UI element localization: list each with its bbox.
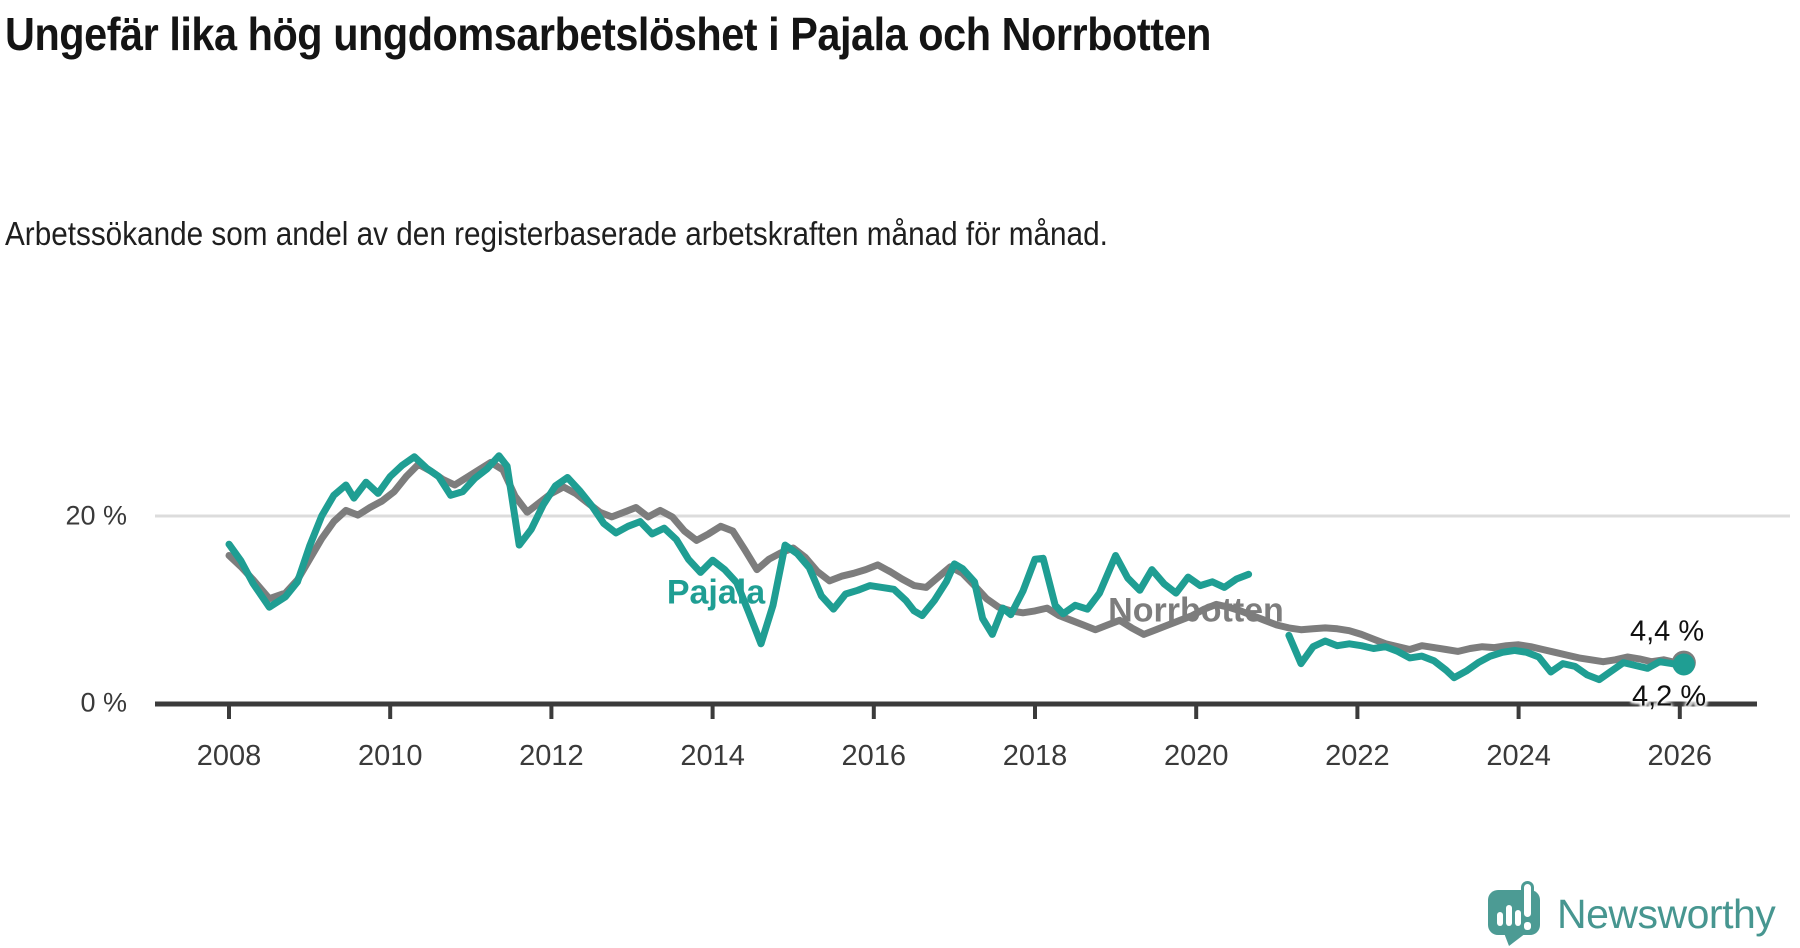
logo-wordmark: Newsworthy [1557,891,1776,937]
x-tick-label: 2020 [1164,740,1229,772]
x-tick-label: 2008 [197,740,262,772]
end-value-label-norrbotten: 4,4 % [1630,615,1705,648]
logo-bar-chart-bar [1515,910,1521,926]
logo-speech-bubble-tail [1504,933,1526,946]
x-tick-label: 2012 [519,740,584,772]
series-line-pajala [225,452,1688,684]
newsworthy-logo: Newsworthy [1488,883,1776,946]
y-axis-tick-label-20: 20 % [65,500,127,531]
chart-subtitle: Arbetssökande som andel av den registerb… [5,215,1108,252]
logo-exclamation-dot [1524,922,1531,930]
x-tick-label: 2024 [1486,740,1551,772]
series-label-norrbotten: Norrbotten [1108,591,1284,630]
x-tick-label: 2016 [842,740,907,772]
y-axis-tick-label-0: 0 % [80,687,127,718]
logo-bar-chart-bar [1497,912,1503,926]
x-tick-label: 2010 [358,740,423,772]
logo-speech-bubble [1488,890,1540,935]
logo-exclamation-icon [1524,884,1531,917]
logo-bar-chart-bar [1506,905,1512,926]
x-tick-label: 2026 [1648,740,1713,772]
x-tick-label: 2022 [1325,740,1390,772]
newsworthy-bubble-chart-icon [1488,883,1540,946]
series-label-pajala: Pajala [666,573,766,612]
x-tick-label: 2014 [680,740,745,772]
chart-title: Ungefär lika hög ungdomsarbetslöshet i P… [5,8,1211,60]
end-value-label-pajala: 4,2 % [1632,680,1707,713]
series-end-dot-pajala [1672,653,1695,676]
x-tick-label: 2018 [1003,740,1068,772]
